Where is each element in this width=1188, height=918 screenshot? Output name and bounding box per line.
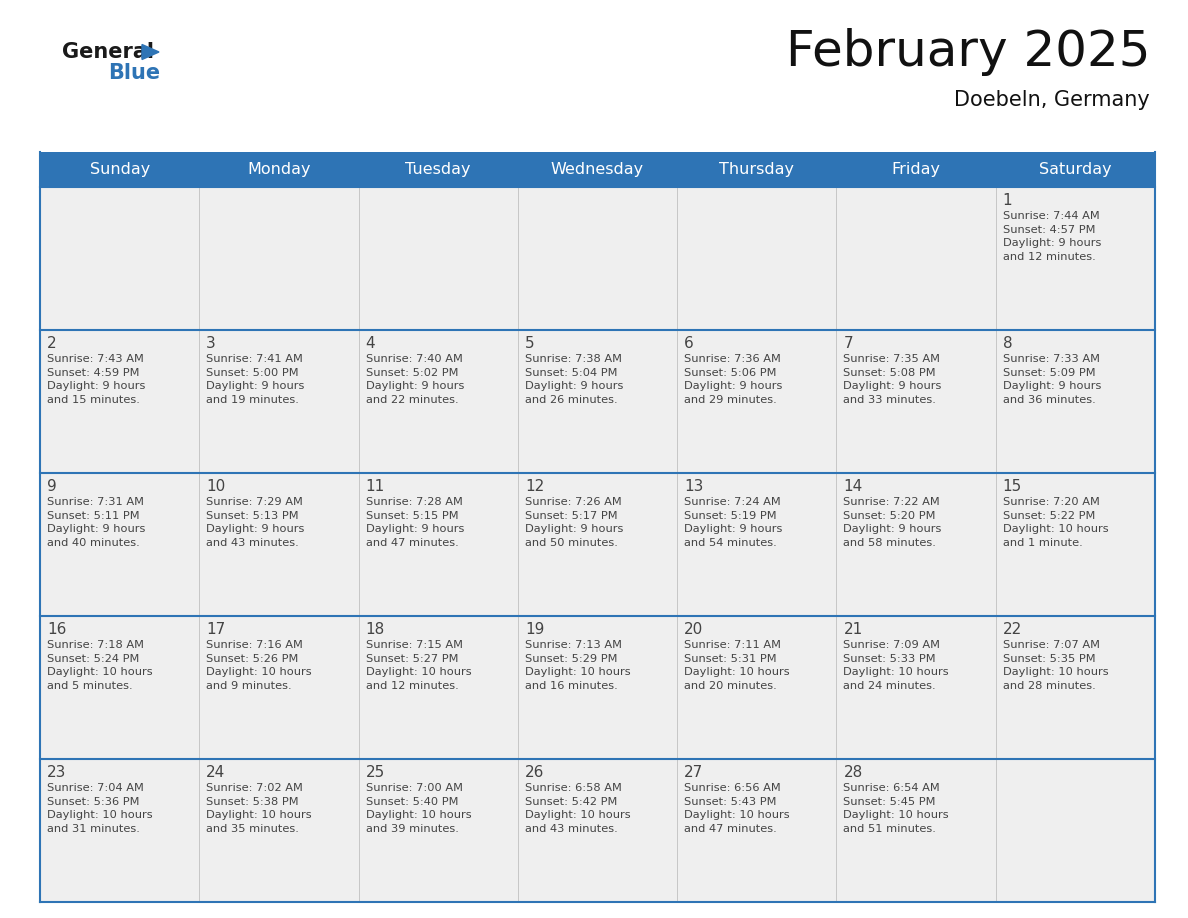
Bar	[40, 330, 1155, 473]
Text: Sunrise: 7:40 AM
Sunset: 5:02 PM
Daylight: 9 hours
and 22 minutes.: Sunrise: 7:40 AM Sunset: 5:02 PM Dayligh…	[366, 354, 465, 405]
Text: Sunrise: 7:44 AM
Sunset: 4:57 PM
Daylight: 9 hours
and 12 minutes.: Sunrise: 7:44 AM Sunset: 4:57 PM Dayligh…	[1003, 211, 1101, 262]
Text: 2: 2	[48, 336, 57, 351]
Text: Sunrise: 7:00 AM
Sunset: 5:40 PM
Daylight: 10 hours
and 39 minutes.: Sunrise: 7:00 AM Sunset: 5:40 PM Dayligh…	[366, 783, 472, 834]
Text: Sunrise: 7:31 AM
Sunset: 5:11 PM
Daylight: 9 hours
and 40 minutes.: Sunrise: 7:31 AM Sunset: 5:11 PM Dayligh…	[48, 497, 145, 548]
Text: Monday: Monday	[247, 162, 311, 177]
Bar	[40, 152, 1155, 187]
Polygon shape	[143, 44, 159, 60]
Text: 6: 6	[684, 336, 694, 351]
Text: Sunrise: 7:43 AM
Sunset: 4:59 PM
Daylight: 9 hours
and 15 minutes.: Sunrise: 7:43 AM Sunset: 4:59 PM Dayligh…	[48, 354, 145, 405]
Text: 11: 11	[366, 479, 385, 494]
Text: Sunrise: 7:35 AM
Sunset: 5:08 PM
Daylight: 9 hours
and 33 minutes.: Sunrise: 7:35 AM Sunset: 5:08 PM Dayligh…	[843, 354, 942, 405]
Text: 14: 14	[843, 479, 862, 494]
Text: Doebeln, Germany: Doebeln, Germany	[954, 90, 1150, 110]
Bar	[40, 473, 1155, 616]
Text: Sunrise: 7:13 AM
Sunset: 5:29 PM
Daylight: 10 hours
and 16 minutes.: Sunrise: 7:13 AM Sunset: 5:29 PM Dayligh…	[525, 640, 631, 691]
Text: Sunrise: 7:09 AM
Sunset: 5:33 PM
Daylight: 10 hours
and 24 minutes.: Sunrise: 7:09 AM Sunset: 5:33 PM Dayligh…	[843, 640, 949, 691]
Text: 5: 5	[525, 336, 535, 351]
Text: 12: 12	[525, 479, 544, 494]
Text: Sunrise: 7:02 AM
Sunset: 5:38 PM
Daylight: 10 hours
and 35 minutes.: Sunrise: 7:02 AM Sunset: 5:38 PM Dayligh…	[207, 783, 312, 834]
Text: 4: 4	[366, 336, 375, 351]
Text: 1: 1	[1003, 193, 1012, 208]
Text: 22: 22	[1003, 622, 1022, 637]
Text: Thursday: Thursday	[719, 162, 795, 177]
Text: Sunrise: 7:20 AM
Sunset: 5:22 PM
Daylight: 10 hours
and 1 minute.: Sunrise: 7:20 AM Sunset: 5:22 PM Dayligh…	[1003, 497, 1108, 548]
Text: Sunrise: 7:22 AM
Sunset: 5:20 PM
Daylight: 9 hours
and 58 minutes.: Sunrise: 7:22 AM Sunset: 5:20 PM Dayligh…	[843, 497, 942, 548]
Text: 3: 3	[207, 336, 216, 351]
Text: Sunrise: 7:04 AM
Sunset: 5:36 PM
Daylight: 10 hours
and 31 minutes.: Sunrise: 7:04 AM Sunset: 5:36 PM Dayligh…	[48, 783, 152, 834]
Text: Sunrise: 6:54 AM
Sunset: 5:45 PM
Daylight: 10 hours
and 51 minutes.: Sunrise: 6:54 AM Sunset: 5:45 PM Dayligh…	[843, 783, 949, 834]
Text: 10: 10	[207, 479, 226, 494]
Text: Sunrise: 7:41 AM
Sunset: 5:00 PM
Daylight: 9 hours
and 19 minutes.: Sunrise: 7:41 AM Sunset: 5:00 PM Dayligh…	[207, 354, 304, 405]
Text: 19: 19	[525, 622, 544, 637]
Text: 20: 20	[684, 622, 703, 637]
Text: 15: 15	[1003, 479, 1022, 494]
Bar	[40, 759, 1155, 902]
Text: Sunrise: 7:26 AM
Sunset: 5:17 PM
Daylight: 9 hours
and 50 minutes.: Sunrise: 7:26 AM Sunset: 5:17 PM Dayligh…	[525, 497, 624, 548]
Text: Sunrise: 7:16 AM
Sunset: 5:26 PM
Daylight: 10 hours
and 9 minutes.: Sunrise: 7:16 AM Sunset: 5:26 PM Dayligh…	[207, 640, 312, 691]
Text: Wednesday: Wednesday	[551, 162, 644, 177]
Text: 25: 25	[366, 765, 385, 780]
Text: Sunrise: 7:18 AM
Sunset: 5:24 PM
Daylight: 10 hours
and 5 minutes.: Sunrise: 7:18 AM Sunset: 5:24 PM Dayligh…	[48, 640, 152, 691]
Text: Sunrise: 7:07 AM
Sunset: 5:35 PM
Daylight: 10 hours
and 28 minutes.: Sunrise: 7:07 AM Sunset: 5:35 PM Dayligh…	[1003, 640, 1108, 691]
Text: Saturday: Saturday	[1040, 162, 1112, 177]
Text: 28: 28	[843, 765, 862, 780]
Text: February 2025: February 2025	[785, 28, 1150, 76]
Text: 9: 9	[48, 479, 57, 494]
Bar	[40, 616, 1155, 759]
Text: Sunrise: 7:11 AM
Sunset: 5:31 PM
Daylight: 10 hours
and 20 minutes.: Sunrise: 7:11 AM Sunset: 5:31 PM Dayligh…	[684, 640, 790, 691]
Text: 27: 27	[684, 765, 703, 780]
Text: Sunrise: 7:38 AM
Sunset: 5:04 PM
Daylight: 9 hours
and 26 minutes.: Sunrise: 7:38 AM Sunset: 5:04 PM Dayligh…	[525, 354, 624, 405]
Text: 18: 18	[366, 622, 385, 637]
Text: Friday: Friday	[891, 162, 941, 177]
Text: Sunrise: 7:24 AM
Sunset: 5:19 PM
Daylight: 9 hours
and 54 minutes.: Sunrise: 7:24 AM Sunset: 5:19 PM Dayligh…	[684, 497, 783, 548]
Text: Sunrise: 6:58 AM
Sunset: 5:42 PM
Daylight: 10 hours
and 43 minutes.: Sunrise: 6:58 AM Sunset: 5:42 PM Dayligh…	[525, 783, 631, 834]
Bar	[40, 187, 1155, 330]
Text: 23: 23	[48, 765, 67, 780]
Text: 24: 24	[207, 765, 226, 780]
Text: 21: 21	[843, 622, 862, 637]
Text: Tuesday: Tuesday	[405, 162, 470, 177]
Text: Sunrise: 7:15 AM
Sunset: 5:27 PM
Daylight: 10 hours
and 12 minutes.: Sunrise: 7:15 AM Sunset: 5:27 PM Dayligh…	[366, 640, 472, 691]
Text: Sunrise: 7:28 AM
Sunset: 5:15 PM
Daylight: 9 hours
and 47 minutes.: Sunrise: 7:28 AM Sunset: 5:15 PM Dayligh…	[366, 497, 465, 548]
Text: General: General	[62, 42, 154, 62]
Text: Sunrise: 7:29 AM
Sunset: 5:13 PM
Daylight: 9 hours
and 43 minutes.: Sunrise: 7:29 AM Sunset: 5:13 PM Dayligh…	[207, 497, 304, 548]
Text: Sunrise: 6:56 AM
Sunset: 5:43 PM
Daylight: 10 hours
and 47 minutes.: Sunrise: 6:56 AM Sunset: 5:43 PM Dayligh…	[684, 783, 790, 834]
Text: Blue: Blue	[108, 63, 160, 83]
Text: 7: 7	[843, 336, 853, 351]
Text: 13: 13	[684, 479, 703, 494]
Text: Sunrise: 7:36 AM
Sunset: 5:06 PM
Daylight: 9 hours
and 29 minutes.: Sunrise: 7:36 AM Sunset: 5:06 PM Dayligh…	[684, 354, 783, 405]
Text: Sunday: Sunday	[89, 162, 150, 177]
Text: 16: 16	[48, 622, 67, 637]
Text: 8: 8	[1003, 336, 1012, 351]
Text: Sunrise: 7:33 AM
Sunset: 5:09 PM
Daylight: 9 hours
and 36 minutes.: Sunrise: 7:33 AM Sunset: 5:09 PM Dayligh…	[1003, 354, 1101, 405]
Text: 17: 17	[207, 622, 226, 637]
Text: 26: 26	[525, 765, 544, 780]
